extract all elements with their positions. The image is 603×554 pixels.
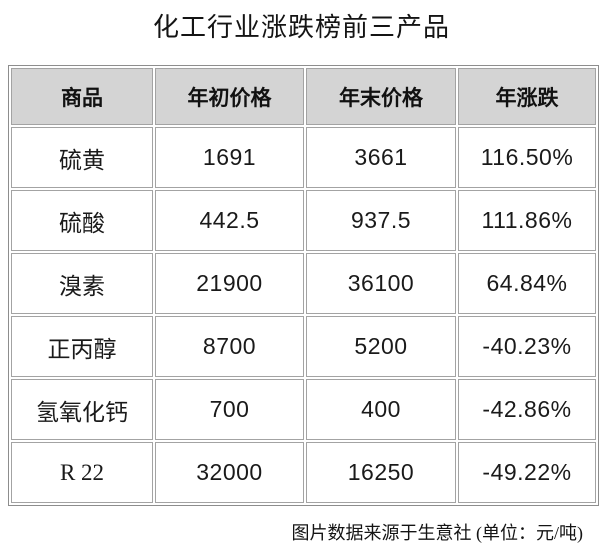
table-row: 硫酸 442.5 937.5 111.86% <box>11 190 596 251</box>
change-cell: 64.84% <box>458 253 596 314</box>
end-price-cell: 36100 <box>306 253 456 314</box>
header-start-price: 年初价格 <box>155 68 304 125</box>
product-cell: 硫黄 <box>11 127 153 188</box>
end-price-cell: 400 <box>306 379 456 440</box>
header-product: 商品 <box>11 68 153 125</box>
product-cell: 溴素 <box>11 253 153 314</box>
change-cell: -49.22% <box>458 442 596 503</box>
header-end-price: 年末价格 <box>306 68 456 125</box>
page-title: 化工行业涨跌榜前三产品 <box>152 13 450 42</box>
table-row: R 22 32000 16250 -49.22% <box>11 442 596 503</box>
end-price-cell: 3661 <box>306 127 456 188</box>
product-cell: R 22 <box>11 442 153 503</box>
data-source-note: 图片数据来源于生意社 (单位：元/吨) <box>291 523 584 543</box>
change-cell: 116.50% <box>458 127 596 188</box>
start-price-cell: 442.5 <box>155 190 304 251</box>
end-price-cell: 937.5 <box>306 190 456 251</box>
table-row: 溴素 21900 36100 64.84% <box>11 253 596 314</box>
product-cell: 硫酸 <box>11 190 153 251</box>
start-price-cell: 1691 <box>155 127 304 188</box>
change-cell: -42.86% <box>458 379 596 440</box>
start-price-cell: 32000 <box>155 442 304 503</box>
end-price-cell: 16250 <box>306 442 456 503</box>
table-row: 氢氧化钙 700 400 -42.86% <box>11 379 596 440</box>
product-cell: 正丙醇 <box>11 316 153 377</box>
table-row: 硫黄 1691 3661 116.50% <box>11 127 596 188</box>
end-price-cell: 5200 <box>306 316 456 377</box>
change-cell: 111.86% <box>458 190 596 251</box>
start-price-cell: 21900 <box>155 253 304 314</box>
header-change: 年涨跌 <box>458 68 596 125</box>
table-header-row: 商品 年初价格 年末价格 年涨跌 <box>11 68 596 125</box>
start-price-cell: 8700 <box>155 316 304 377</box>
product-cell: 氢氧化钙 <box>11 379 153 440</box>
table-row: 正丙醇 8700 5200 -40.23% <box>11 316 596 377</box>
price-change-table: 商品 年初价格 年末价格 年涨跌 硫黄 1691 3661 116.50% 硫酸… <box>8 65 599 506</box>
start-price-cell: 700 <box>155 379 304 440</box>
change-cell: -40.23% <box>458 316 596 377</box>
